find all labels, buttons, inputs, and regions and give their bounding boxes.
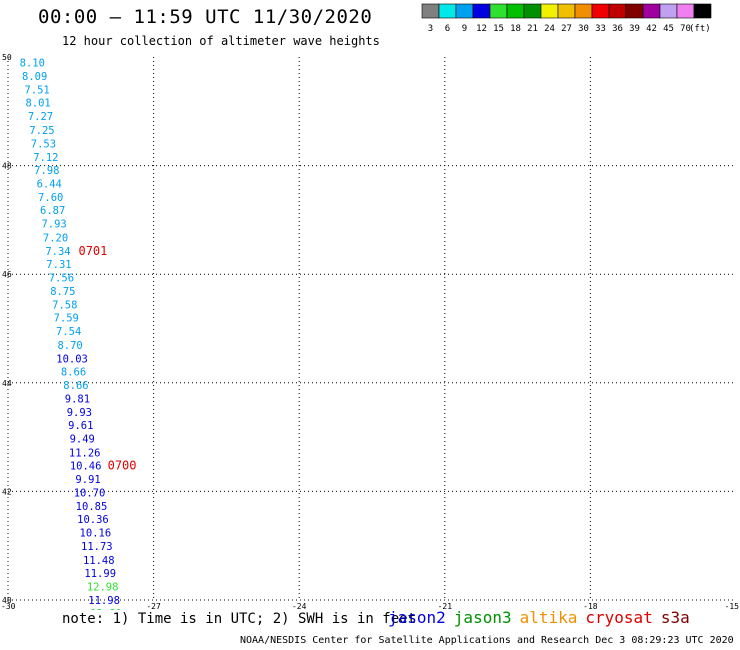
time-label: 0700 <box>108 458 137 472</box>
satellite-legend-item: cryosat <box>585 608 653 627</box>
footer-note: note: 1) Time is in UTC; 2) SWH is in fe… <box>62 611 417 627</box>
y-tick-label: 42 <box>2 487 12 496</box>
colorscale-tick-label: 30 <box>578 24 589 34</box>
swh-data-point: 10.16 <box>80 528 112 540</box>
swh-data-point: 7.51 <box>24 85 49 97</box>
swh-data-point: 6.44 <box>37 179 62 191</box>
swh-data-point: 7.59 <box>54 313 79 325</box>
swh-data-point: 11.99 <box>84 568 116 580</box>
swh-data-point: 10.36 <box>77 514 109 526</box>
swh-data-point: 8.70 <box>57 340 82 352</box>
swh-data-point: 7.25 <box>29 125 54 137</box>
colorscale-tick-label: 27 <box>561 24 572 34</box>
swh-data-point: 10.70 <box>74 487 106 499</box>
colorscale-tick-label: 36 <box>612 24 623 34</box>
colorscale-tick-label: 70 <box>680 24 691 34</box>
colorscale-tick-label: 3 <box>428 24 433 34</box>
swh-data-point: 6.87 <box>40 205 65 217</box>
colorscale-tick-label: 24 <box>544 24 555 34</box>
swh-data-point: 8.09 <box>22 71 47 83</box>
swh-data-point: 8.75 <box>50 286 75 298</box>
x-tick-label: -27 <box>146 602 161 610</box>
x-tick-label: -24 <box>292 602 307 610</box>
satellite-legend: jason2 jason3 altika cryosat s3a <box>388 608 698 627</box>
plot-area: 40 42 44 46 48 50 -30 -27 -24 -21 -18 -15 8.10 8.09 7.… <box>1 53 740 610</box>
colorscale-tick-label: 45 <box>663 24 674 34</box>
x-tick-label: -15 <box>725 602 740 610</box>
swh-data-point: 11.98 <box>88 595 120 607</box>
swh-data-point: 7.54 <box>56 326 81 338</box>
swh-data-point: 7.12 <box>33 152 58 164</box>
chart-title: 00:00 – 11:59 UTC 11/30/2020 <box>38 6 373 28</box>
swh-data-point: 7.98 <box>34 165 59 177</box>
swh-data-point: 7.53 <box>31 138 56 150</box>
colorscale-tick-label: 39 <box>629 24 640 34</box>
swh-data-point: 11.73 <box>81 541 113 553</box>
colorscale-swatch <box>693 3 712 19</box>
colorscale-unit: (ft) <box>689 24 711 34</box>
y-tick-label: 48 <box>2 162 12 171</box>
swh-data-point: 12.80 <box>90 608 122 610</box>
y-tick-label: 46 <box>2 270 12 279</box>
time-label: 0701 <box>78 244 107 258</box>
satellite-legend-item: jason2 <box>388 608 446 627</box>
colorscale-tick-label: 9 <box>462 24 467 34</box>
satellite-legend-item: s3a <box>660 608 690 627</box>
colorscale-tick-label: 18 <box>510 24 521 34</box>
swh-data-point: 8.01 <box>25 98 50 110</box>
swh-data-point: 10.85 <box>76 501 108 513</box>
colorscale-tick-label: 42 <box>646 24 657 34</box>
colorscale-tick-label: 21 <box>527 24 538 34</box>
colorscale-tick-label: 6 <box>445 24 450 34</box>
swh-data-point: 7.93 <box>41 219 66 231</box>
swh-data-point: 7.31 <box>46 259 71 271</box>
swh-data-point: 8.66 <box>61 366 86 378</box>
x-tick-label: -21 <box>438 602 453 610</box>
swh-data-point: 7.60 <box>38 192 63 204</box>
credit-line: NOAA/NESDIS Center for Satellite Applica… <box>240 635 734 646</box>
swh-data-point: 7.56 <box>49 272 74 284</box>
y-tick-label: 40 <box>2 596 12 605</box>
swh-data-point: 11.48 <box>83 555 115 567</box>
swh-data-point: 7.58 <box>52 300 77 312</box>
swh-data-point: 9.93 <box>67 407 92 419</box>
swh-data-point: 9.49 <box>70 434 95 446</box>
swh-data-point: 8.10 <box>20 57 45 69</box>
swh-data-point: 10.03 <box>56 353 88 365</box>
satellite-legend-item: jason3 <box>453 608 512 627</box>
swh-data-point: 8.66 <box>63 380 88 392</box>
swh-data-point: 7.20 <box>43 232 68 244</box>
colorscale-tick-label: 12 <box>476 24 487 34</box>
y-tick-label: 44 <box>2 379 12 388</box>
x-tick-label: -18 <box>583 602 598 610</box>
x-tick-label: -30 <box>1 602 16 610</box>
swh-data-point: 7.34 <box>45 246 70 258</box>
swh-data-point: 7.27 <box>28 111 53 123</box>
y-tick-label: 50 <box>2 53 12 62</box>
colorscale-legend: 3 6 9 12 15 18 21 24 27 30 33 36 39 42 45 70(ft) <box>421 3 712 34</box>
colorscale-tick-label: 33 <box>595 24 606 34</box>
swh-data-point: 9.61 <box>68 420 93 432</box>
swh-data-point: 9.81 <box>65 394 90 406</box>
swh-data-point: 12.98 <box>87 581 119 593</box>
swh-data-point: 11.26 <box>69 447 101 459</box>
chart-subtitle: 12 hour collection of altimeter wave hei… <box>62 34 380 48</box>
swh-data-point: 10.46 <box>70 460 102 472</box>
colorscale-tick-label: 15 <box>493 24 504 34</box>
satellite-legend-item: altika <box>519 608 578 627</box>
swh-data-point: 9.91 <box>75 474 100 486</box>
